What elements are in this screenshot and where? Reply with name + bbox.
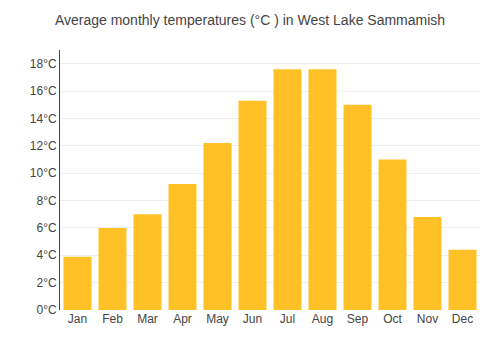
svg-text:Mar: Mar [137,312,158,326]
svg-text:16°C: 16°C [30,84,57,98]
svg-text:14°C: 14°C [30,112,57,126]
svg-text:Apr: Apr [173,312,192,326]
svg-text:Jan: Jan [68,312,87,326]
svg-text:May: May [206,312,229,326]
svg-text:4°C: 4°C [36,248,56,262]
svg-text:Feb: Feb [102,312,123,326]
svg-text:Dec: Dec [452,312,473,326]
svg-text:12°C: 12°C [30,139,57,153]
svg-text:Nov: Nov [417,312,438,326]
svg-text:2°C: 2°C [36,276,56,290]
svg-text:Aug: Aug [312,312,333,326]
svg-text:Jun: Jun [243,312,262,326]
svg-text:6°C: 6°C [36,221,56,235]
svg-text:0°C: 0°C [36,303,56,317]
svg-text:Oct: Oct [383,312,402,326]
svg-text:18°C: 18°C [30,57,57,71]
svg-text:10°C: 10°C [30,166,57,180]
svg-text:8°C: 8°C [36,194,56,208]
svg-text:Sep: Sep [347,312,369,326]
svg-text:Average monthly temperatures (: Average monthly temperatures (°C ) in We… [55,12,445,28]
svg-text:Jul: Jul [280,312,295,326]
